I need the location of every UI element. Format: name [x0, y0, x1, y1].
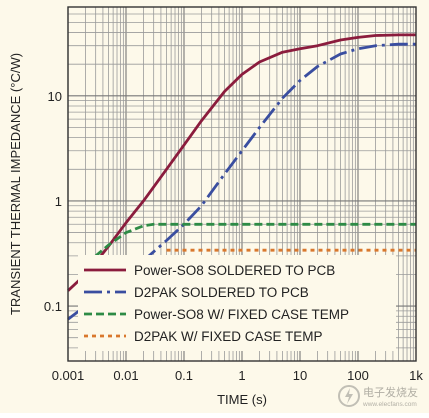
- y-tick-label: 0.1: [44, 299, 62, 314]
- legend: Power-SO8 SOLDERED TO PCB D2PAK SOLDERED …: [78, 255, 396, 351]
- watermark-url: www.elecfans.com: [362, 401, 417, 408]
- x-tick-label: 1: [238, 368, 245, 383]
- y-tick-label: 10: [48, 89, 62, 104]
- watermark-circle-icon: [338, 385, 360, 407]
- watermark-text: 电子发烧友: [363, 385, 418, 399]
- watermark-bolt-icon: [345, 388, 353, 404]
- x-tick-label: 0.01: [113, 368, 138, 383]
- x-tick-label: 10: [293, 368, 307, 383]
- x-tick-label: 0.001: [52, 368, 85, 383]
- tick-labels: 0.001 0.01 0.1 1 10 100 1k 0.1 1 10: [44, 89, 423, 383]
- legend-background: [78, 255, 396, 351]
- x-tick-label: 1k: [409, 368, 423, 383]
- legend-label-2: D2PAK SOLDERED TO PCB: [134, 285, 309, 300]
- plot-frame: [67, 6, 417, 362]
- x-tick-label: 0.1: [175, 368, 193, 383]
- x-tick-label: 100: [347, 368, 369, 383]
- x-axis-label: TIME (s): [217, 392, 267, 407]
- legend-label-3: Power-SO8 W/ FIXED CASE TEMP: [134, 307, 349, 322]
- legend-label-1: Power-SO8 SOLDERED TO PCB: [134, 263, 335, 278]
- y-tick-label: 1: [55, 194, 62, 209]
- series-line-1: [67, 33, 416, 292]
- y-axis-label: TRANSIENT THERMAL IMPEDANCE (°C/W): [8, 53, 23, 315]
- legend-label-4: D2PAK W/ FIXED CASE TEMP: [134, 329, 323, 344]
- watermark-logo: 电子发烧友 www.elecfans.com: [337, 383, 423, 409]
- series-line-3: [94, 222, 416, 257]
